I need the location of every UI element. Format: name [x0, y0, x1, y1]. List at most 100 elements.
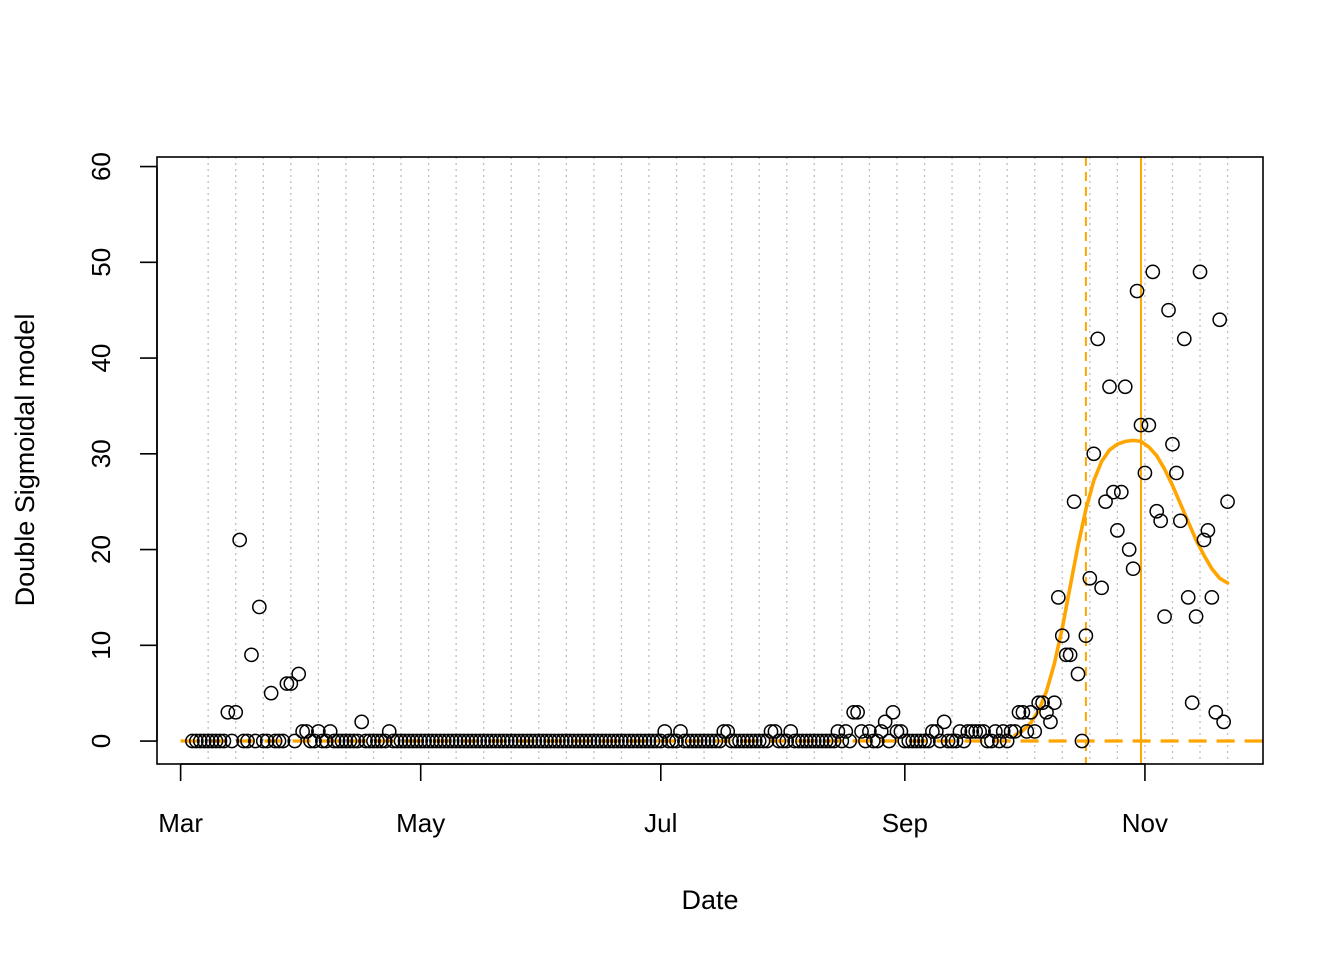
data-point	[1129, 283, 1145, 299]
y-tick-label: 30	[86, 439, 116, 468]
data-point	[444, 733, 460, 749]
data-point	[826, 733, 842, 749]
data-point	[1082, 570, 1098, 586]
data-point	[1102, 379, 1117, 395]
data-point	[232, 532, 248, 548]
data-point	[468, 733, 484, 749]
data-point	[799, 733, 814, 749]
data-point	[885, 704, 901, 720]
data-point	[700, 733, 716, 749]
data-point	[905, 733, 921, 749]
data-point	[1090, 331, 1106, 347]
x-axis: Mar May Jul Sep Nov	[158, 763, 1168, 838]
data-point	[570, 733, 586, 749]
data-point	[562, 733, 578, 749]
data-point	[940, 733, 956, 749]
data-point	[1165, 436, 1180, 452]
data-point	[539, 733, 555, 749]
data-point	[326, 733, 342, 749]
data-point	[425, 733, 440, 749]
data-point	[936, 714, 952, 730]
data-point	[814, 733, 830, 749]
data-point	[661, 733, 677, 749]
data-point	[728, 733, 743, 749]
data-point	[917, 733, 932, 749]
x-tick-label: Sep	[882, 808, 928, 838]
data-point	[704, 733, 720, 749]
data-point	[806, 733, 822, 749]
data-point	[618, 733, 633, 749]
data-point	[366, 733, 381, 749]
data-point	[897, 733, 913, 749]
data-point	[307, 733, 322, 749]
data-point	[842, 733, 858, 749]
data-point	[976, 724, 991, 739]
data-point	[555, 733, 570, 749]
y-tick-label: 60	[86, 152, 116, 181]
data-point	[358, 733, 373, 749]
data-point	[1094, 580, 1109, 596]
data-point	[751, 733, 767, 749]
data-point	[1047, 695, 1062, 711]
data-point	[413, 733, 429, 749]
data-point	[1141, 417, 1157, 433]
data-point	[637, 733, 653, 749]
data-point	[208, 733, 224, 749]
data-point	[681, 733, 696, 749]
data-point	[944, 733, 960, 749]
data-point	[767, 724, 783, 739]
data-point	[295, 724, 310, 739]
data-point	[480, 733, 495, 749]
data-point	[598, 733, 614, 749]
data-point	[956, 733, 972, 749]
data-point	[212, 733, 228, 749]
data-point	[511, 733, 527, 749]
data-point	[743, 733, 759, 749]
data-point	[1019, 724, 1035, 739]
data-point	[991, 733, 1007, 749]
data-point	[492, 733, 507, 749]
data-point	[283, 676, 299, 691]
data-point	[673, 724, 688, 739]
data-point	[582, 733, 598, 749]
weekly-grid	[207, 157, 1229, 764]
data-point	[1086, 446, 1102, 462]
data-point	[795, 733, 810, 749]
data-point	[1015, 704, 1031, 720]
data-point	[763, 724, 779, 739]
data-point	[614, 733, 629, 749]
data-point	[259, 733, 275, 749]
data-point	[200, 733, 216, 749]
data-point	[578, 733, 594, 749]
data-point	[499, 733, 515, 749]
data-point	[984, 733, 999, 749]
data-point	[543, 733, 558, 749]
data-point	[1220, 494, 1235, 510]
data-point	[893, 724, 909, 739]
data-point	[1204, 590, 1220, 605]
data-point	[1121, 542, 1137, 557]
data-point	[1153, 513, 1169, 529]
data-point	[932, 733, 948, 749]
data-point	[854, 724, 869, 739]
data-point	[1212, 312, 1228, 328]
data-point	[440, 733, 456, 749]
data-point	[1106, 484, 1121, 500]
observed-points	[185, 264, 1235, 749]
data-point	[385, 733, 401, 749]
data-point	[314, 733, 330, 749]
data-point	[1133, 417, 1149, 433]
data-point	[1054, 628, 1070, 644]
data-point	[818, 733, 834, 749]
data-point	[708, 733, 724, 749]
data-point	[503, 733, 519, 749]
data-point	[1098, 494, 1113, 510]
data-point	[964, 724, 980, 739]
data-point	[330, 733, 346, 749]
data-point	[968, 724, 984, 739]
data-point	[834, 733, 850, 749]
data-point	[696, 733, 712, 749]
data-point	[362, 733, 377, 749]
data-point	[1113, 484, 1129, 500]
data-point	[625, 733, 641, 749]
